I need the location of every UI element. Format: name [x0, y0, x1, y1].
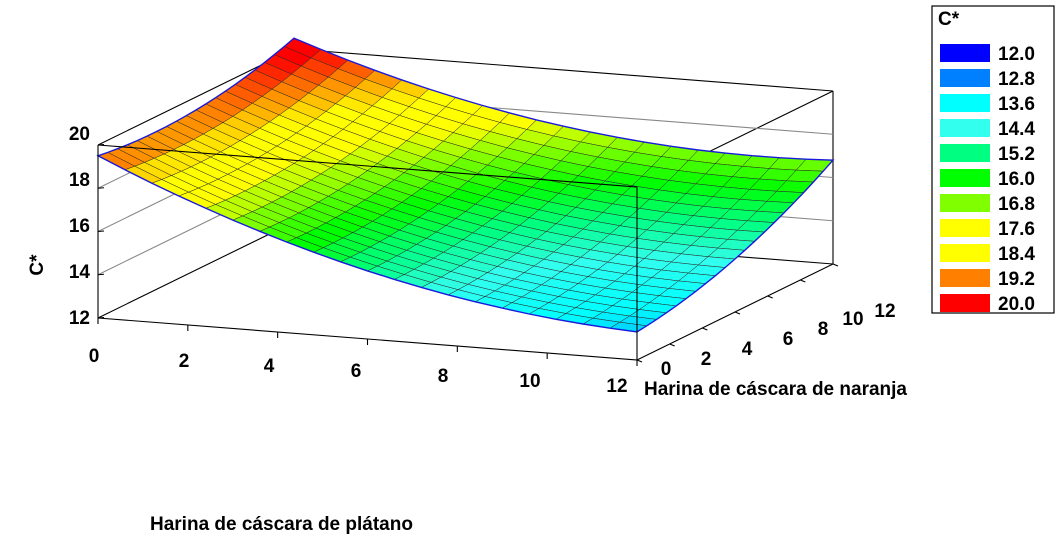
color-legend: C* 12.0 12.8 13.6 14.4 15.2 16.0 16.8 17.6 18.4 1…	[931, 5, 1055, 315]
y-tick-mark	[636, 359, 643, 363]
z-tick-label: 18	[69, 170, 90, 191]
legend-swatch	[940, 144, 990, 162]
legend-swatch	[940, 94, 990, 112]
x-axis-title: Harina de cáscara de plátano	[150, 514, 413, 535]
z-tick-mark	[97, 273, 105, 276]
legend-label: 16.8	[998, 194, 1035, 215]
y-axis-ticks: 0 2 4 6 8 10 12	[661, 301, 896, 380]
legend-label: 18.4	[998, 244, 1035, 265]
legend-label: 14.4	[998, 119, 1035, 140]
x-tick-label: 4	[264, 356, 275, 377]
y-tick-mark	[702, 327, 708, 331]
z-tick-label: 16	[69, 216, 90, 237]
z-tick-mark	[97, 316, 105, 319]
legend-label: 17.6	[998, 219, 1035, 240]
y-tick-mark	[669, 343, 675, 347]
y-tick-label: 2	[701, 349, 712, 370]
y-axis-title: Harina de cáscara de naranja	[644, 379, 907, 400]
y-tick-label: 4	[742, 339, 753, 360]
legend-swatch	[940, 244, 990, 262]
legend-label: 20.0	[998, 294, 1035, 315]
y-tick-mark	[767, 295, 773, 299]
legend-swatch	[940, 269, 990, 287]
z-tick-mark	[97, 230, 105, 233]
legend-label: 15.2	[998, 144, 1035, 165]
box-edge	[293, 48, 834, 92]
x-tick-label: 10	[519, 371, 540, 392]
y-tick-label: 10	[842, 309, 863, 330]
z-tick-label: 12	[69, 308, 90, 329]
legend-swatch	[940, 69, 990, 87]
legend-swatch	[940, 119, 990, 137]
z-axis-ticks: 12 14 16 18 20	[69, 124, 91, 329]
response-surface	[96, 37, 835, 333]
legend-swatch	[940, 219, 990, 237]
z-tick-label: 14	[69, 262, 91, 283]
x-tick-label: 8	[438, 366, 449, 387]
legend-label: 19.2	[998, 269, 1035, 290]
y-tick-mark	[832, 263, 839, 267]
y-tick-label: 12	[874, 301, 895, 322]
y-tick-label: 6	[783, 329, 794, 350]
tick-marks	[97, 143, 839, 366]
legend-label: 12.8	[998, 69, 1035, 90]
x-tick-label: 2	[179, 351, 190, 372]
legend-title: C*	[938, 9, 960, 30]
legend-swatch	[940, 44, 990, 62]
legend-swatch	[940, 294, 990, 312]
z-tick-mark	[97, 187, 105, 189]
box-edge	[97, 144, 638, 188]
z-tick-mark	[97, 143, 105, 146]
x-tick-label: 6	[351, 361, 362, 382]
z-tick-label: 20	[69, 124, 90, 145]
y-tick-mark	[734, 311, 741, 315]
legend-swatch	[940, 169, 990, 187]
y-tick-label: 0	[661, 359, 672, 380]
z-axis-title: C*	[27, 254, 48, 276]
surface-outline	[96, 37, 835, 333]
legend-label: 12.0	[998, 44, 1035, 65]
y-tick-mark	[800, 279, 806, 283]
box-edge	[97, 221, 295, 319]
legend-label: 16.0	[998, 169, 1035, 190]
x-tick-label: 12	[606, 376, 627, 397]
legend-swatch	[940, 194, 990, 212]
legend-label: 13.6	[998, 94, 1035, 115]
x-axis-ticks: 0 2 4 6 8 10 12	[89, 346, 628, 397]
x-tick-label: 0	[89, 346, 100, 367]
y-tick-label: 8	[818, 319, 829, 340]
